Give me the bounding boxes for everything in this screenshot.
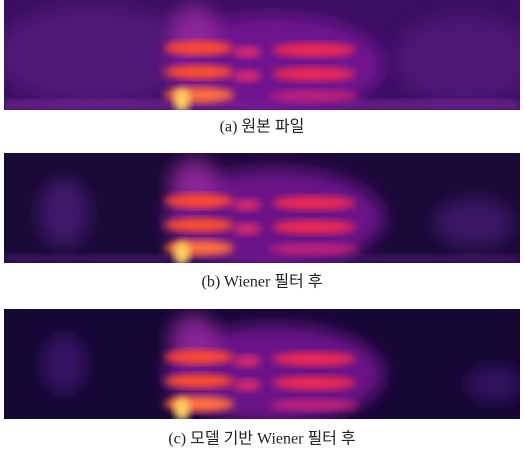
caption: (c) 모델 기반 Wiener 필터 후 — [168, 430, 355, 448]
caption: (b) Wiener 필터 후 — [202, 273, 323, 291]
figure: (a) 원본 파일 (b) Wiener 필터 후 (c) 모델 기반 Wien… — [0, 0, 524, 456]
spectrogram-a — [0, 0, 524, 115]
spectrogram-b — [4, 153, 520, 268]
page: (a) 원본 파일 (b) Wiener 필터 후 (c) 모델 기반 Wien… — [0, 0, 524, 456]
spectrogram-c — [4, 309, 522, 424]
caption: (a) 원본 파일 — [220, 118, 305, 136]
